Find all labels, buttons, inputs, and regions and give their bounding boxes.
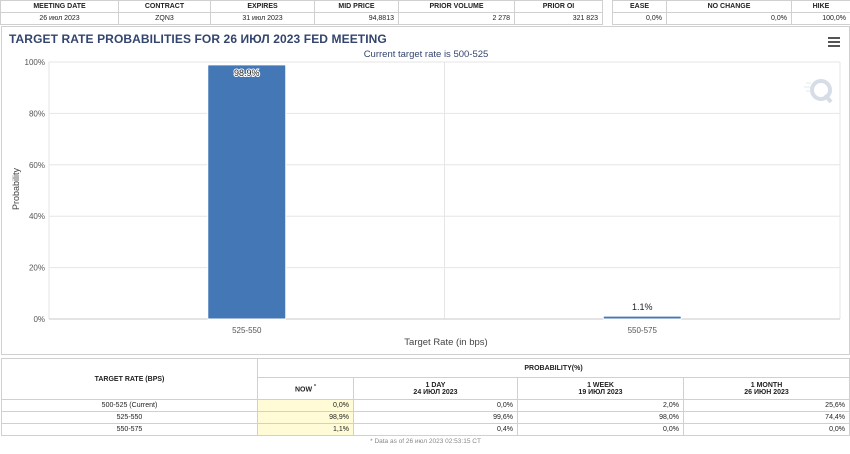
summary-value: 94,8813 <box>314 12 399 25</box>
rate-cell: 550-575 <box>1 423 258 436</box>
summary-value: 26 июл 2023 <box>0 12 119 25</box>
footnote-row: * Data as of 26 июл 2023 02:53:15 CT <box>2 436 850 448</box>
y-axis-title: Probability <box>11 167 21 210</box>
now-cell: 1,1% <box>257 423 354 436</box>
bar-chart: 0% 20% 40% 60% 80% 100% 98.9% 525-550 1.1% 550-5… <box>11 49 841 348</box>
hamburger-menu-icon[interactable] <box>828 37 840 47</box>
x-axis-title: Target Rate (in bps) <box>404 337 487 348</box>
summary-value: 321 823 <box>514 12 603 25</box>
summary-header: EASE <box>612 0 667 13</box>
summary-value: 0,0% <box>666 12 792 25</box>
prob-header-row-2: NOW * 1 DAY 24 ИЮЛ 2023 1 WEEK 19 ИЮЛ 2023… <box>2 377 850 400</box>
chart-title: TARGET RATE PROBABILITIES FOR 26 ИЮЛ 202… <box>9 32 387 46</box>
y-tick-label: 20% <box>29 264 45 273</box>
month-cell: 0,0% <box>682 423 850 436</box>
summary-gap <box>602 0 613 13</box>
y-tick-label: 80% <box>29 109 45 118</box>
data-footnote: * Data as of 26 июл 2023 02:53:15 CT <box>370 438 481 445</box>
summary-value: 0,0% <box>612 12 667 25</box>
summary-header: MEETING DATE <box>0 0 119 13</box>
month-cell: 74,4% <box>682 411 850 424</box>
now-header: NOW * <box>257 377 354 400</box>
one-day-header: 1 DAY 24 ИЮЛ 2023 <box>353 377 518 400</box>
q-logo-icon <box>804 79 833 104</box>
day-cell: 0,0% <box>353 399 518 412</box>
one-month-header: 1 MONTH 26 ИЮН 2023 <box>682 377 850 400</box>
summary-value-row: 26 июл 2023 ZQN3 31 июл 2023 94,8813 2 2… <box>0 12 850 25</box>
week-cell: 0,0% <box>517 423 684 436</box>
rate-cell: 525-550 <box>1 411 258 424</box>
rate-cell: 500-525 (Current) <box>1 399 258 412</box>
week-cell: 98,0% <box>517 411 684 424</box>
summary-header: MID PRICE <box>314 0 399 13</box>
bar[interactable] <box>602 315 682 320</box>
summary-value: 100,0% <box>791 12 850 25</box>
now-cell: 0,0% <box>257 399 354 412</box>
day-cell: 99,6% <box>353 411 518 424</box>
summary-table: MEETING DATE CONTRACT EXPIRES MID PRICE … <box>0 0 850 25</box>
chart-subtitle: Current target rate is 500-525 <box>364 49 489 60</box>
y-tick-label: 40% <box>29 212 45 221</box>
table-row: 525-550 98,9% 99,6% 98,0% 74,4% <box>1 411 850 424</box>
table-row: 550-575 1,1% 0,4% 0,0% 0,0% <box>1 423 850 436</box>
table-row: 500-525 (Current) 0,0% 0,0% 2,0% 25,6% <box>1 399 850 412</box>
y-tick-label: 0% <box>33 315 45 324</box>
summary-gap <box>602 12 613 25</box>
summary-value: 2 278 <box>398 12 515 25</box>
summary-header-row: MEETING DATE CONTRACT EXPIRES MID PRICE … <box>0 0 850 13</box>
summary-value: ZQN3 <box>118 12 211 25</box>
week-cell: 2,0% <box>517 399 684 412</box>
summary-header: EXPIRES <box>210 0 315 13</box>
prob-header-row-1: TARGET RATE (BPS) PROBABILITY(%) <box>1 357 850 400</box>
month-cell: 25,6% <box>682 399 850 412</box>
one-week-header: 1 WEEK 19 ИЮЛ 2023 <box>517 377 684 400</box>
bar-data-label: 98.9% <box>234 68 260 78</box>
now-cell: 98,9% <box>257 411 354 424</box>
summary-header: CONTRACT <box>118 0 211 13</box>
summary-value: 31 июл 2023 <box>210 12 315 25</box>
x-tick-label: 550-575 <box>628 326 658 335</box>
probability-table: TARGET RATE (BPS) PROBABILITY(%) NOW * 1… <box>1 357 850 448</box>
summary-header: NO CHANGE <box>666 0 792 13</box>
y-tick-label: 60% <box>29 161 45 170</box>
bar[interactable] <box>207 64 287 320</box>
y-tick-label: 100% <box>25 58 45 67</box>
bar-data-label: 1.1% <box>632 302 653 312</box>
x-tick-label: 525-550 <box>232 326 262 335</box>
target-rate-header: TARGET RATE (BPS) <box>1 358 258 400</box>
chart-panel: TARGET RATE PROBABILITIES FOR 26 ИЮЛ 202… <box>1 26 850 355</box>
day-cell: 0,4% <box>353 423 518 436</box>
probability-header: PROBABILITY(%) <box>256 357 850 379</box>
summary-header: HIKE <box>791 0 850 13</box>
summary-header: PRIOR VOLUME <box>398 0 515 13</box>
summary-header: PRIOR OI <box>514 0 603 13</box>
